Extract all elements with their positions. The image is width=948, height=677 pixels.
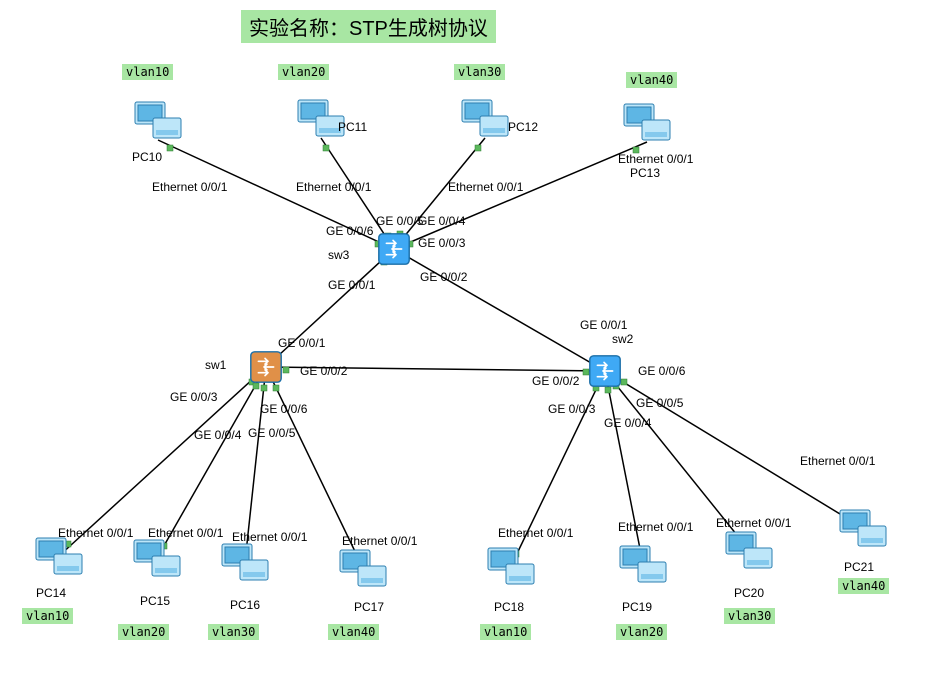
pc-label: PC20 — [734, 586, 764, 600]
pc-label: PC14 — [36, 586, 66, 600]
pc-label: PC19 — [622, 600, 652, 614]
pc-label: PC21 — [844, 560, 874, 574]
pc-label: PC17 — [354, 600, 384, 614]
switch-port-label: GE 0/0/2 — [300, 364, 347, 378]
switch-port-label: GE 0/0/1 — [278, 336, 325, 350]
pc-label: PC18 — [494, 600, 524, 614]
switch-port-label: GE 0/0/4 — [604, 416, 651, 430]
vlan-badge: vlan20 — [278, 64, 329, 80]
switch-port-label: GE 0/0/3 — [170, 390, 217, 404]
pc-PC17[interactable] — [338, 546, 388, 590]
pc-PC13[interactable] — [622, 100, 672, 144]
pc-PC20[interactable] — [724, 528, 774, 572]
switch-label: sw2 — [612, 332, 633, 346]
pc-PC15[interactable] — [132, 536, 182, 580]
pc-label: PC12 — [508, 120, 538, 134]
switch-port-label: GE 0/0/6 — [260, 402, 307, 416]
switch-port-label: GE 0/0/2 — [532, 374, 579, 388]
port-label: Ethernet 0/0/1 — [618, 152, 693, 166]
switch-port-label: GE 0/0/1 — [580, 318, 627, 332]
page-title: 实验名称：STP生成树协议 — [241, 10, 496, 43]
switch-port-label: GE 0/0/3 — [548, 402, 595, 416]
port-label: Ethernet 0/0/1 — [152, 180, 227, 194]
port-label: Ethernet 0/0/1 — [448, 180, 523, 194]
switch-label: sw3 — [328, 248, 349, 262]
pc-PC12[interactable] — [460, 96, 510, 140]
switch-port-label: GE 0/0/6 — [326, 224, 373, 238]
switch-sw2[interactable] — [586, 352, 624, 390]
vlan-badge: vlan10 — [122, 64, 173, 80]
pc-label: PC11 — [338, 120, 367, 134]
vlan-badge: vlan30 — [724, 608, 775, 624]
port-label: Ethernet 0/0/1 — [498, 526, 573, 540]
topology-canvas: 实验名称：STP生成树协议 — [0, 0, 948, 677]
pc-label: PC15 — [140, 594, 170, 608]
switch-port-label: GE 0/0/4 — [194, 428, 241, 442]
port-label: Ethernet 0/0/1 — [716, 516, 791, 530]
vlan-badge: vlan20 — [118, 624, 169, 640]
pc-label: PC13 — [630, 166, 660, 180]
pc-PC21[interactable] — [838, 506, 888, 550]
pc-PC18[interactable] — [486, 544, 536, 588]
vlan-badge: vlan30 — [454, 64, 505, 80]
pc-PC16[interactable] — [220, 540, 270, 584]
vlan-badge: vlan40 — [328, 624, 379, 640]
vlan-badge: vlan40 — [838, 578, 889, 594]
switch-port-label: GE 0/0/3 — [418, 236, 465, 250]
switch-port-label: GE 0/0/6 — [638, 364, 685, 378]
port-label: Ethernet 0/0/1 — [232, 530, 307, 544]
pc-PC19[interactable] — [618, 542, 668, 586]
port-label: Ethernet 0/0/1 — [296, 180, 371, 194]
vlan-badge: vlan10 — [22, 608, 73, 624]
pc-PC14[interactable] — [34, 534, 84, 578]
vlan-badge: vlan10 — [480, 624, 531, 640]
pc-PC10[interactable] — [133, 98, 183, 142]
pc-label: PC16 — [230, 598, 260, 612]
switch-port-label: GE 0/0/4 — [418, 214, 465, 228]
vlan-badge: vlan40 — [626, 72, 677, 88]
switch-label: sw1 — [205, 358, 226, 372]
vlan-badge: vlan30 — [208, 624, 259, 640]
port-label: Ethernet 0/0/1 — [618, 520, 693, 534]
switch-sw3[interactable] — [375, 230, 413, 268]
switch-port-label: GE 0/0/1 — [328, 278, 375, 292]
port-label: Ethernet 0/0/1 — [58, 526, 133, 540]
switch-port-label: GE 0/0/5 — [636, 396, 683, 410]
pc-label: PC10 — [132, 150, 162, 164]
port-label: Ethernet 0/0/1 — [800, 454, 875, 468]
switch-port-label: GE 0/0/5 — [248, 426, 295, 440]
switch-port-label: GE 0/0/5 — [376, 214, 423, 228]
port-label: Ethernet 0/0/1 — [148, 526, 223, 540]
vlan-badge: vlan20 — [616, 624, 667, 640]
port-label: Ethernet 0/0/1 — [342, 534, 417, 548]
switch-sw1[interactable] — [247, 348, 285, 386]
switch-port-label: GE 0/0/2 — [420, 270, 467, 284]
